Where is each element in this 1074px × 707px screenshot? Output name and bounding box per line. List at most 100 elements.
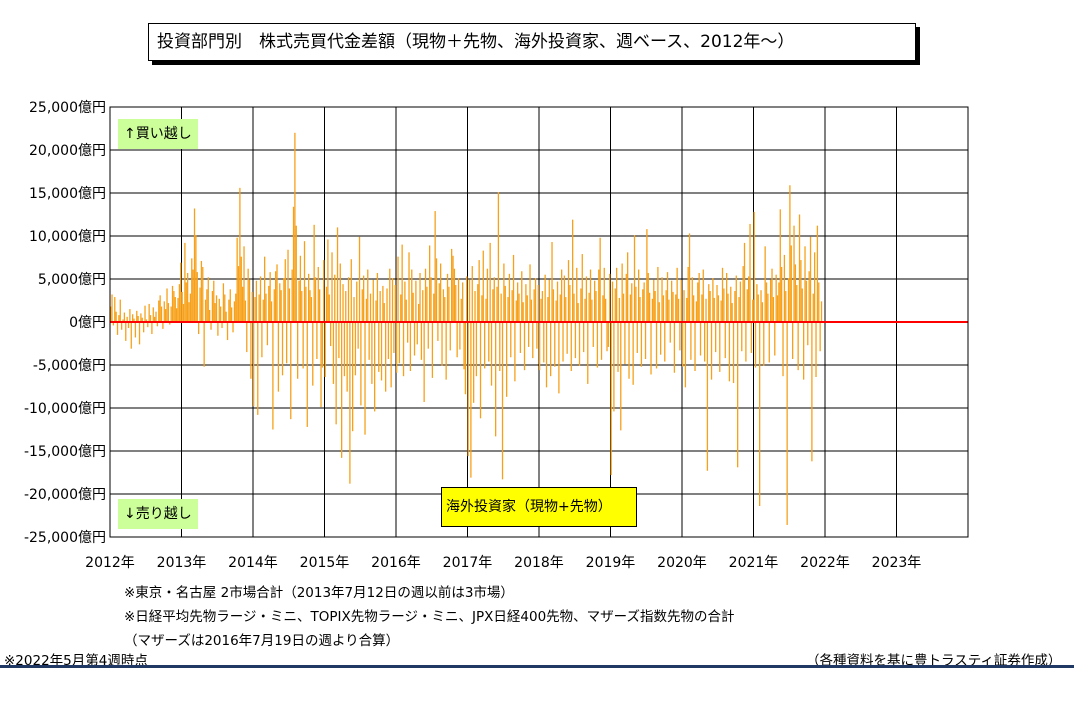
bar (145, 319, 148, 322)
bar (327, 239, 329, 322)
x-tick-label: 2022年 (800, 555, 850, 571)
bar (661, 277, 663, 322)
bar (188, 302, 190, 322)
y-tick-label: 20,000億円 (29, 143, 106, 159)
bar (775, 274, 777, 322)
bar (723, 288, 725, 322)
bar (451, 248, 453, 322)
bar (303, 241, 306, 322)
bar (156, 322, 159, 327)
bar (313, 224, 315, 322)
bar (746, 289, 748, 322)
bar (116, 322, 119, 335)
bar (408, 252, 410, 322)
bar (266, 322, 269, 346)
bar (668, 299, 670, 322)
bar (235, 293, 237, 322)
bar (416, 322, 418, 345)
bar (816, 225, 819, 322)
bar (727, 293, 729, 322)
bar (655, 322, 658, 369)
bar (757, 294, 759, 322)
note-mothers: （マザーズは2016年7月19日の週より合算） (124, 633, 400, 649)
bar (639, 297, 641, 322)
bar (354, 322, 357, 376)
bar (358, 236, 361, 322)
bar (583, 322, 585, 353)
bar (258, 294, 260, 322)
bar (599, 237, 601, 322)
bottom-rule (0, 665, 1074, 668)
bar (687, 266, 689, 322)
bar (390, 322, 392, 388)
bar (243, 246, 245, 322)
bar (290, 322, 292, 420)
bar (521, 271, 523, 322)
bar (423, 322, 425, 402)
bar (170, 306, 172, 322)
bar (115, 311, 117, 322)
bar (237, 266, 240, 322)
bar (676, 267, 678, 322)
bar (484, 322, 486, 369)
bar (169, 322, 171, 325)
bar (111, 294, 113, 322)
bar (299, 255, 302, 322)
bar (220, 306, 222, 322)
bar (537, 285, 539, 322)
bar (742, 266, 744, 322)
bar (372, 279, 374, 322)
bar (471, 266, 473, 322)
bar (621, 263, 623, 322)
bar (499, 322, 501, 372)
bar (732, 322, 735, 384)
bar (386, 288, 388, 322)
bar (783, 254, 786, 322)
bar (331, 252, 333, 322)
bar (753, 211, 755, 322)
bar (554, 322, 556, 367)
bar (558, 322, 560, 394)
bar (427, 322, 429, 349)
bar (654, 291, 656, 322)
bar (514, 322, 516, 382)
bar (664, 322, 666, 362)
bar (569, 285, 571, 322)
bar (341, 322, 343, 458)
bar (371, 322, 373, 384)
x-tick-label: 2018年 (514, 555, 564, 571)
bar (529, 264, 531, 322)
bar (119, 299, 121, 322)
bar (193, 208, 196, 322)
bar (452, 255, 454, 322)
bar (474, 291, 476, 322)
bar (811, 322, 813, 462)
bar (627, 252, 629, 322)
bar (511, 290, 513, 322)
bar (804, 246, 806, 322)
bar (680, 279, 682, 322)
bar (407, 322, 409, 343)
bar (717, 295, 720, 322)
bar (767, 293, 769, 322)
bar (701, 294, 703, 322)
bar (433, 293, 435, 322)
bar (562, 322, 564, 362)
bar (779, 209, 781, 322)
bar (360, 322, 362, 406)
bar (213, 280, 215, 322)
bar (277, 322, 280, 392)
y-axis-labels: 25,000億円 20,000億円 15,000億円 10,000億円 5,000億円 0… (24, 100, 106, 546)
bar (133, 318, 135, 322)
bar (342, 284, 344, 322)
bar (143, 322, 145, 333)
bar (466, 276, 468, 322)
bar (430, 277, 432, 322)
bar (544, 274, 546, 322)
bar (592, 322, 594, 347)
bar (272, 322, 274, 430)
bar (543, 322, 545, 363)
bar (405, 299, 407, 322)
bar (574, 322, 577, 359)
bar (510, 322, 512, 358)
